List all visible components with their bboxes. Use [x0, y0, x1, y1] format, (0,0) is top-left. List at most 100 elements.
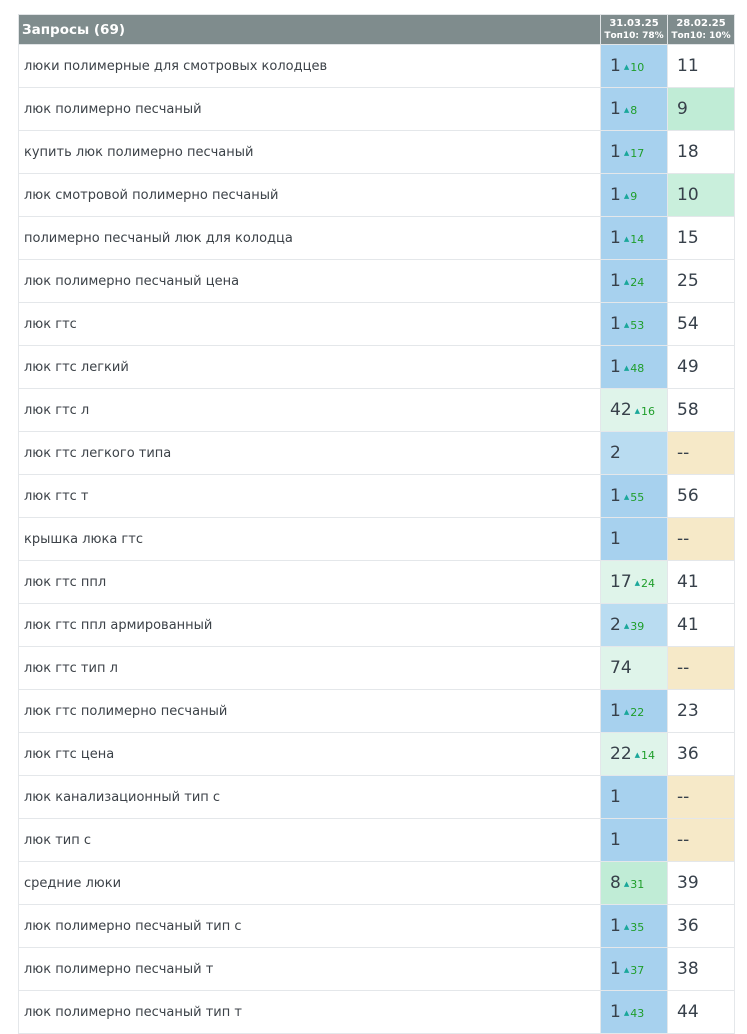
position-current: 1 ▲43 — [600, 990, 668, 1034]
position-current: 1 ▲22 — [600, 689, 668, 733]
date-label: 31.03.25 — [609, 17, 659, 29]
position-current: 1 — [600, 775, 668, 819]
position-previous: -- — [667, 646, 735, 690]
table-row: люк гтс ппл 17 ▲24 41 — [18, 560, 735, 604]
position-current: 1 ▲24 — [600, 259, 668, 303]
table-row: люк канализационный тип с 1 -- — [18, 775, 735, 819]
query-cell[interactable]: люк гтс полимерно песчаный — [18, 689, 601, 733]
table-row: люк полимерно песчаный т 1 ▲37 38 — [18, 947, 735, 991]
delta-value: 43 — [630, 1007, 645, 1020]
position-value: 15 — [677, 228, 699, 248]
position-previous: 38 — [667, 947, 735, 991]
position-previous: 41 — [667, 560, 735, 604]
query-cell[interactable]: люк полимерно песчаный тип с — [18, 904, 601, 948]
delta-value: 24 — [641, 577, 656, 590]
query-cell[interactable]: люки полимерные для смотровых колодцев — [18, 44, 601, 88]
delta-value: 17 — [630, 147, 645, 160]
position-current: 1 ▲53 — [600, 302, 668, 346]
table-row: люк полимерно песчаный 1 ▲8 9 — [18, 87, 735, 131]
position-value: 41 — [677, 572, 699, 592]
position-value: 25 — [677, 271, 699, 291]
query-cell[interactable]: люк полимерно песчаный тип т — [18, 990, 601, 1034]
position-current: 17 ▲24 — [600, 560, 668, 604]
query-cell[interactable]: люк гтс тип л — [18, 646, 601, 690]
position-previous: 18 — [667, 130, 735, 174]
position-value: -- — [677, 529, 690, 549]
position-value: 10 — [677, 185, 699, 205]
position-value: 22 — [610, 744, 632, 764]
query-cell[interactable]: люк гтс ппл — [18, 560, 601, 604]
table-header-row: Запросы (69) 31.03.25 Топ10: 78% 28.02.2… — [18, 14, 735, 45]
query-cell[interactable]: люк полимерно песчаный — [18, 87, 601, 131]
position-current: 1 ▲17 — [600, 130, 668, 174]
position-change: ▲35 — [624, 921, 644, 934]
position-value: -- — [677, 787, 690, 807]
position-value: 1 — [610, 529, 621, 549]
position-previous: -- — [667, 431, 735, 475]
delta-value: 14 — [630, 233, 645, 246]
query-cell[interactable]: крышка люка гтс — [18, 517, 601, 561]
table-row: люк полимерно песчаный тип с 1 ▲35 36 — [18, 904, 735, 948]
position-change: ▲22 — [624, 706, 644, 719]
query-cell[interactable]: купить люк полимерно песчаный — [18, 130, 601, 174]
query-cell[interactable]: люк гтс цена — [18, 732, 601, 776]
position-previous: 11 — [667, 44, 735, 88]
position-change: ▲14 — [635, 749, 655, 762]
date-header-previous[interactable]: 28.02.25 Топ10: 10% — [667, 14, 735, 45]
position-current: 1 ▲8 — [600, 87, 668, 131]
query-cell[interactable]: люк гтс легкого типа — [18, 431, 601, 475]
query-cell[interactable]: люк гтс — [18, 302, 601, 346]
position-value: 2 — [610, 615, 621, 635]
position-current: 2 — [600, 431, 668, 475]
table-row: люк полимерно песчаный цена 1 ▲24 25 — [18, 259, 735, 303]
position-change: ▲55 — [624, 491, 644, 504]
query-cell[interactable]: люк смотровой полимерно песчаный — [18, 173, 601, 217]
query-cell[interactable]: люк гтс легкий — [18, 345, 601, 389]
position-current: 1 ▲9 — [600, 173, 668, 217]
table-row: купить люк полимерно песчаный 1 ▲17 18 — [18, 130, 735, 174]
position-value: 11 — [677, 56, 699, 76]
date-label: 28.02.25 — [676, 17, 726, 29]
table-row: люк гтс л 42 ▲16 58 — [18, 388, 735, 432]
query-cell[interactable]: люк гтс л — [18, 388, 601, 432]
position-value: 17 — [610, 572, 632, 592]
query-cell[interactable]: люк канализационный тип с — [18, 775, 601, 819]
position-value: 1 — [610, 56, 621, 76]
position-change: ▲9 — [624, 190, 637, 203]
query-cell[interactable]: люк тип с — [18, 818, 601, 862]
position-value: 2 — [610, 443, 621, 463]
position-current: 74 — [600, 646, 668, 690]
arrow-up-icon: ▲ — [623, 321, 630, 329]
query-cell[interactable]: средние люки — [18, 861, 601, 905]
position-value: 54 — [677, 314, 699, 334]
position-previous: 54 — [667, 302, 735, 346]
position-previous: -- — [667, 775, 735, 819]
position-change: ▲39 — [624, 620, 644, 633]
position-change: ▲37 — [624, 964, 644, 977]
position-value: 1 — [610, 142, 621, 162]
position-value: 18 — [677, 142, 699, 162]
position-current: 1 ▲14 — [600, 216, 668, 260]
delta-value: 10 — [630, 61, 645, 74]
position-value: 23 — [677, 701, 699, 721]
positions-table: Запросы (69) 31.03.25 Топ10: 78% 28.02.2… — [18, 14, 735, 1034]
top10-label: Топ10: 78% — [604, 30, 664, 41]
position-previous: 15 — [667, 216, 735, 260]
date-header-current[interactable]: 31.03.25 Топ10: 78% — [600, 14, 668, 45]
arrow-up-icon: ▲ — [623, 923, 630, 931]
query-cell[interactable]: люк гтс ппл армированный — [18, 603, 601, 647]
arrow-up-icon: ▲ — [623, 966, 630, 974]
query-cell[interactable]: полимерно песчаный люк для колодца — [18, 216, 601, 260]
position-value: 49 — [677, 357, 699, 377]
arrow-up-icon: ▲ — [623, 708, 630, 716]
query-cell[interactable]: люк гтс т — [18, 474, 601, 518]
table-row: люк гтс т 1 ▲55 56 — [18, 474, 735, 518]
table-row: люк полимерно песчаный тип т 1 ▲43 44 — [18, 990, 735, 1034]
position-previous: 44 — [667, 990, 735, 1034]
queries-header[interactable]: Запросы (69) — [18, 14, 601, 45]
query-cell[interactable]: люк полимерно песчаный т — [18, 947, 601, 991]
position-value: 1 — [610, 916, 621, 936]
position-value: 1 — [610, 830, 621, 850]
table-row: люк гтс тип л 74 -- — [18, 646, 735, 690]
query-cell[interactable]: люк полимерно песчаный цена — [18, 259, 601, 303]
